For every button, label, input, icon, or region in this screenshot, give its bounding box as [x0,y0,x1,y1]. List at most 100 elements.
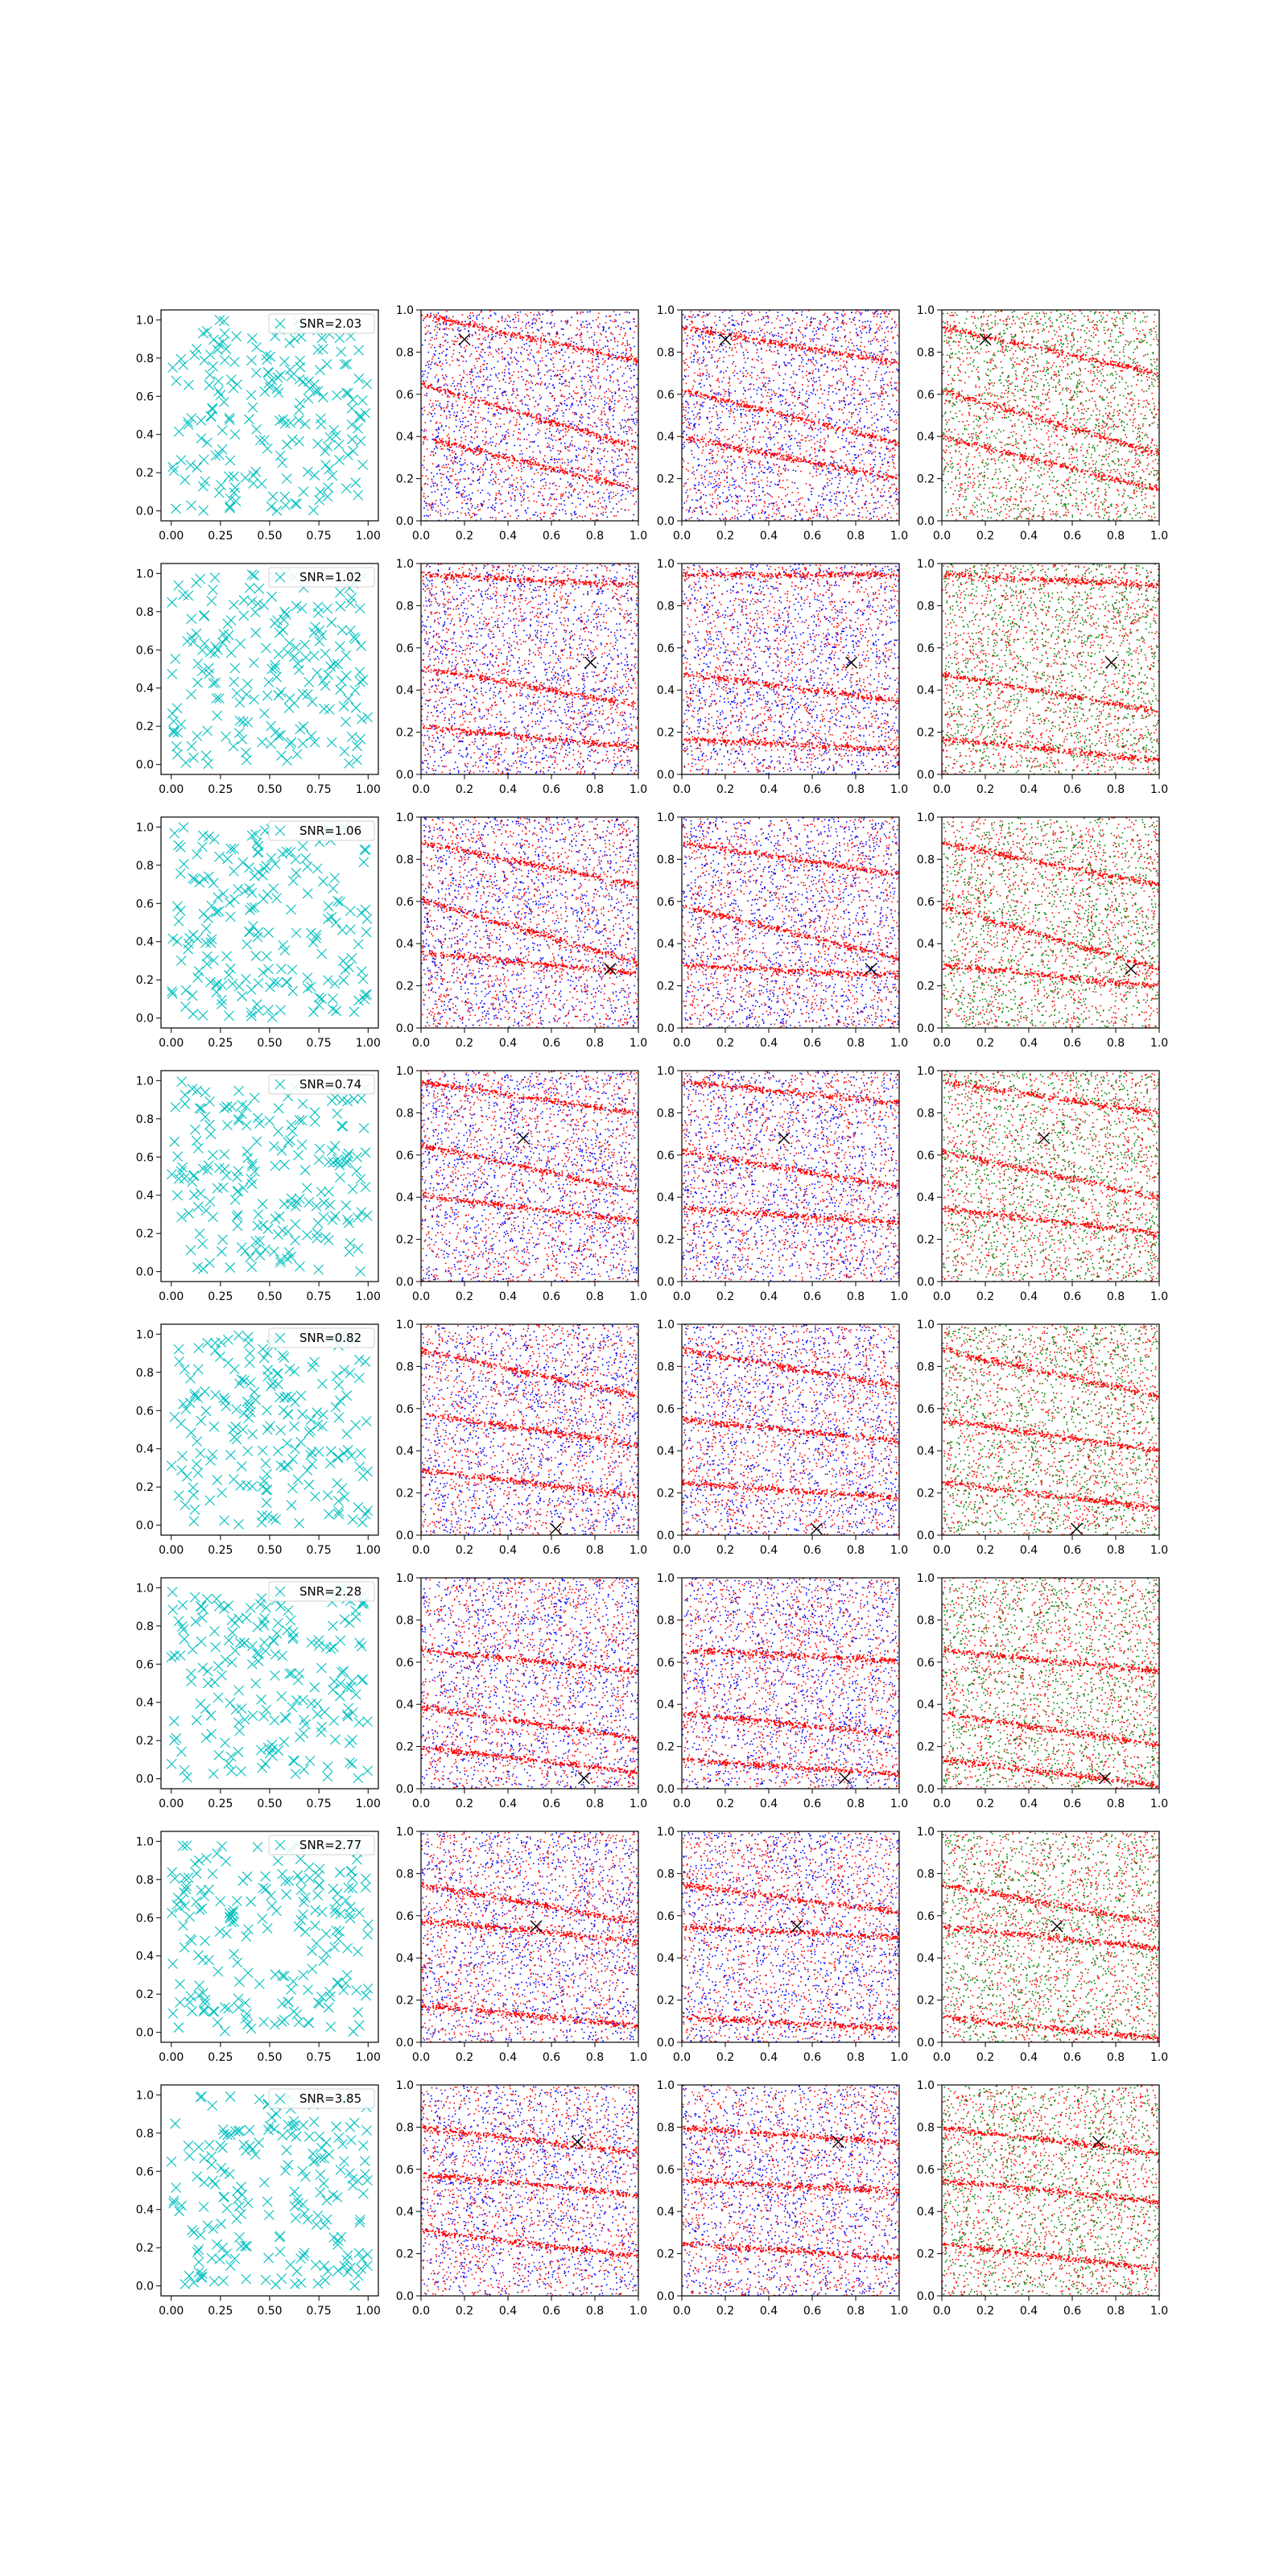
stripe-dot [540,340,542,341]
scatter-dot [688,366,690,368]
scatter-dot [539,413,540,415]
stripe-dot [489,404,490,406]
stripe-dot [615,440,617,442]
stripe-dot [568,345,569,347]
scatter-dot [510,327,511,328]
scatter-dot [455,440,456,441]
scatter-dot [847,466,848,468]
scatter-dot [426,332,427,334]
scatter-dot [484,337,485,339]
scatter-dot [449,365,451,366]
scatter-dot [574,424,576,426]
scatter-dot [811,458,813,460]
scatter-dot [862,485,864,487]
scatter-dot [890,352,892,353]
scatter-dot [448,406,449,407]
scatter-dot [559,510,560,511]
scatter-dot [478,387,480,389]
scatter-dot [498,353,500,354]
scatter-dot [472,394,473,396]
scatter-dot [486,367,488,369]
scatter-dot [856,332,857,333]
scatter-dot [573,491,575,493]
stripe-dot [540,338,542,340]
scatter-dot [437,365,439,366]
scatter-dot [462,421,464,423]
scatter-dot [720,422,722,423]
stripe-dot [517,335,518,336]
scatter-dot [476,323,477,324]
scatter-dot [473,365,475,367]
scatter-dot [481,349,483,350]
scatter-dot [580,339,582,341]
scatter-dot [510,320,511,322]
stripe-dot [532,463,534,464]
scatter-dot [620,458,621,460]
scatter-dot [581,423,583,424]
scatter-dot [476,317,477,319]
scatter-dot [460,441,462,443]
scatter-dot [768,518,770,519]
scatter-dot [886,384,888,386]
stripe-dot [465,450,467,452]
scatter-dot [861,489,863,491]
scatter-dot [793,371,795,373]
scatter-dot [720,503,721,505]
scatter-dot [745,376,747,378]
scatter-dot [733,361,735,363]
scatter-dot [520,477,522,478]
scatter-dot [628,458,630,460]
stripe-dot [627,440,629,442]
scatter-dot [800,497,802,499]
scatter-dot [840,358,842,360]
scatter-dot [729,395,730,397]
scatter-dot [475,416,477,418]
scatter-dot [563,436,564,437]
scatter-dot [819,380,821,382]
scatter-dot [821,446,823,448]
scatter-dot [469,326,470,328]
scatter-dot [613,492,614,493]
scatter-dot [504,343,506,345]
scatter-dot [719,427,720,428]
subplot-r1-c2: 0.0 0.2 0.4 0.6 0.8 1.00.00.20.40.60.81.0 [396,304,647,543]
scatter-dot [509,468,510,469]
scatter-dot [454,451,456,452]
scatter-dot [709,407,711,409]
scatter-dot [871,396,873,398]
scatter-dot [539,361,541,362]
scatter-dot [854,376,856,378]
scatter-dot [591,456,592,458]
scatter-dot [584,395,586,397]
scatter-dot [478,412,480,414]
scatter-dot [513,417,514,419]
scatter-dot [533,459,535,460]
scatter-point [336,347,346,357]
scatter-dot [810,454,811,456]
scatter-dot [766,519,767,521]
scatter-dot [431,486,432,488]
stripe-dot [477,324,478,326]
scatter-dot [531,441,533,443]
stripe-dot [543,422,545,423]
scatter-dot [459,419,460,420]
stripe-dot [597,480,598,481]
scatter-dot [839,389,840,390]
stripe-dot [625,484,627,485]
scatter-dot [423,374,425,375]
scatter-dot [785,419,786,421]
stripe-dot [623,485,625,486]
scatter-dot [581,381,583,382]
scatter-dot [605,336,607,338]
scatter-dot [563,415,564,417]
scatter-dot [490,517,492,518]
scatter-dot [554,375,555,377]
scatter-dot [559,382,560,384]
scatter-dot [562,396,564,398]
scatter-dot [888,481,890,482]
scatter-dot [464,486,465,488]
scatter-dot [474,468,476,469]
stripe-dot [618,439,620,440]
scatter-dot [816,509,818,510]
scatter-dot [601,506,603,508]
